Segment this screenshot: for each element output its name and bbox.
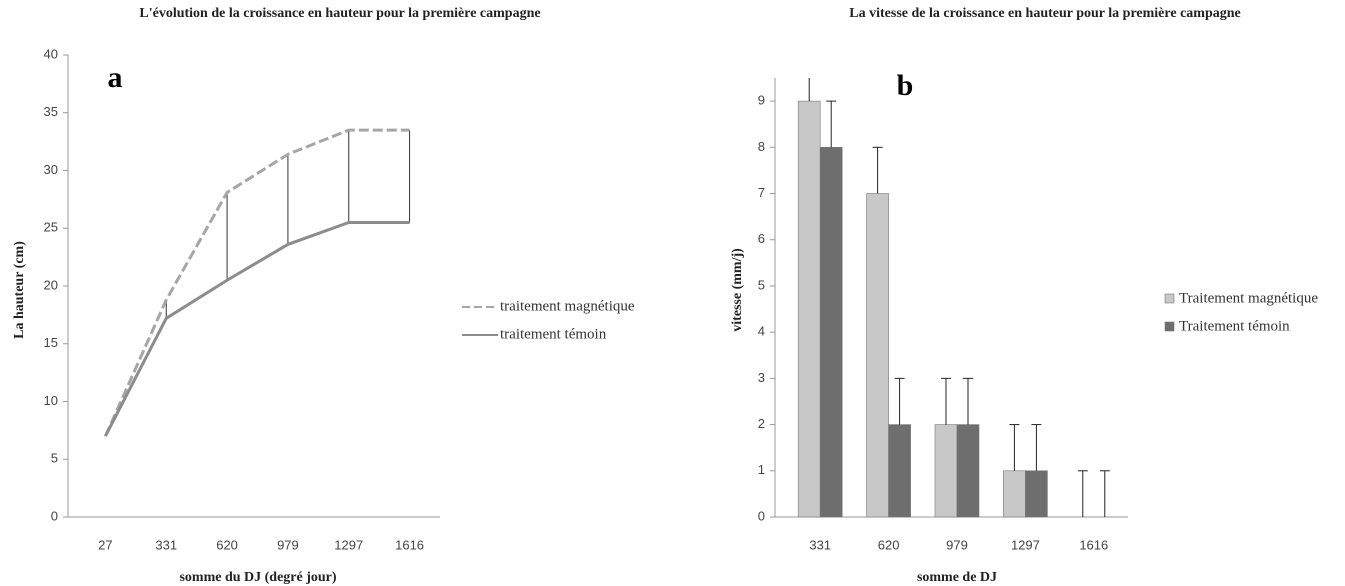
bar bbox=[956, 424, 980, 518]
y-tick-label: 9 bbox=[758, 93, 765, 108]
x-tick-label: 620 bbox=[878, 537, 900, 552]
y-tick-label: 10 bbox=[44, 393, 58, 408]
panel-label: a bbox=[108, 61, 123, 94]
legend-swatch bbox=[1164, 321, 1175, 332]
y-tick-label: 40 bbox=[44, 46, 58, 61]
y-tick-label: 4 bbox=[758, 324, 765, 339]
bar bbox=[1025, 470, 1048, 518]
bar bbox=[888, 424, 911, 518]
x-tick-label: 331 bbox=[809, 537, 831, 552]
bars bbox=[797, 78, 1110, 518]
chart-title: La vitesse de la croissance en hauteur p… bbox=[849, 6, 1240, 21]
legend-label: traitement témoin bbox=[500, 326, 607, 342]
y-tick-label: 5 bbox=[51, 451, 58, 466]
y-tick-label: 15 bbox=[44, 335, 58, 350]
y-tick-label: 3 bbox=[758, 370, 765, 385]
y-axis-label: La hauteur (cm) bbox=[12, 241, 27, 339]
y-tick-label: 8 bbox=[758, 139, 765, 154]
series-line bbox=[104, 220, 410, 437]
y-tick-label: 6 bbox=[758, 231, 765, 246]
x-tick-label: 1616 bbox=[395, 537, 424, 552]
x-tick-label: 1297 bbox=[1011, 537, 1040, 552]
chart-title: L'évolution de la croissance en hauteur … bbox=[139, 6, 540, 21]
x-tick-label: 331 bbox=[155, 537, 177, 552]
panel-label: b bbox=[897, 69, 914, 102]
x-tick-label: 1297 bbox=[334, 537, 363, 552]
bar bbox=[797, 100, 821, 518]
bar bbox=[819, 147, 843, 518]
legend-label: Traitement magnétique bbox=[1179, 290, 1318, 306]
y-axis-label: vitesse (mm/j) bbox=[730, 248, 745, 332]
legend-label: traitement magnétique bbox=[500, 298, 635, 314]
legend-swatch bbox=[1164, 293, 1175, 304]
bar bbox=[934, 424, 958, 518]
bar bbox=[866, 193, 889, 518]
x-tick-label: 1616 bbox=[1079, 537, 1108, 552]
x-tick-label: 27 bbox=[98, 537, 112, 552]
series-line bbox=[104, 128, 410, 437]
legend-label: Traitement témoin bbox=[1179, 318, 1290, 334]
y-tick-label: 2 bbox=[758, 416, 765, 431]
x-axis-label: somme de DJ bbox=[917, 570, 997, 585]
y-tick-label: 7 bbox=[758, 185, 765, 200]
y-tick-label: 5 bbox=[758, 277, 765, 292]
y-tick-label: 35 bbox=[44, 104, 58, 119]
x-tick-label: 979 bbox=[946, 537, 968, 552]
y-tick-label: 0 bbox=[51, 508, 58, 523]
x-tick-label: 620 bbox=[216, 537, 238, 552]
y-tick-label: 25 bbox=[44, 220, 58, 235]
y-tick-label: 30 bbox=[44, 162, 58, 177]
y-tick-label: 1 bbox=[758, 462, 765, 477]
bar bbox=[1003, 470, 1026, 518]
x-axis-label: somme du DJ (degré jour) bbox=[179, 570, 336, 585]
y-tick-label: 0 bbox=[758, 508, 765, 523]
y-tick-label: 20 bbox=[44, 277, 58, 292]
x-tick-label: 979 bbox=[277, 537, 299, 552]
